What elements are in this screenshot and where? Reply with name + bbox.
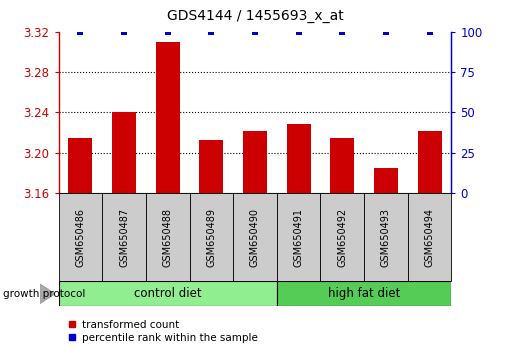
Bar	[59, 281, 276, 306]
Bar	[189, 193, 233, 281]
Legend: transformed count, percentile rank within the sample: transformed count, percentile rank withi…	[64, 315, 261, 347]
Point	[76, 29, 84, 35]
Text: GDS4144 / 1455693_x_at: GDS4144 / 1455693_x_at	[166, 9, 343, 23]
Text: high fat diet: high fat diet	[327, 287, 400, 300]
Text: GSM650492: GSM650492	[336, 207, 347, 267]
Bar	[233, 193, 276, 281]
Bar	[407, 193, 450, 281]
Point	[120, 29, 128, 35]
Bar	[199, 139, 223, 193]
Text: GSM650491: GSM650491	[293, 208, 303, 267]
Bar	[276, 281, 450, 306]
Polygon shape	[40, 284, 55, 304]
Text: GSM650490: GSM650490	[249, 208, 260, 267]
Bar	[155, 42, 179, 193]
Bar	[286, 125, 310, 193]
Bar	[242, 131, 267, 193]
Text: growth protocol: growth protocol	[3, 289, 85, 299]
Text: GSM650487: GSM650487	[119, 207, 129, 267]
Bar	[330, 138, 354, 193]
Bar	[363, 193, 407, 281]
Text: GSM650486: GSM650486	[75, 208, 86, 267]
Text: GSM650494: GSM650494	[423, 208, 434, 267]
Bar	[102, 193, 146, 281]
Text: GSM650489: GSM650489	[206, 208, 216, 267]
Bar	[112, 112, 136, 193]
Bar	[417, 131, 441, 193]
Point	[294, 29, 302, 35]
Bar	[373, 168, 397, 193]
Point	[381, 29, 389, 35]
Point	[425, 29, 433, 35]
Bar	[68, 138, 92, 193]
Bar	[276, 193, 320, 281]
Point	[250, 29, 259, 35]
Text: GSM650488: GSM650488	[162, 208, 173, 267]
Bar	[59, 193, 102, 281]
Point	[163, 29, 172, 35]
Point	[207, 29, 215, 35]
Bar	[146, 193, 189, 281]
Text: GSM650493: GSM650493	[380, 208, 390, 267]
Bar	[320, 193, 363, 281]
Point	[337, 29, 346, 35]
Text: control diet: control diet	[134, 287, 201, 300]
